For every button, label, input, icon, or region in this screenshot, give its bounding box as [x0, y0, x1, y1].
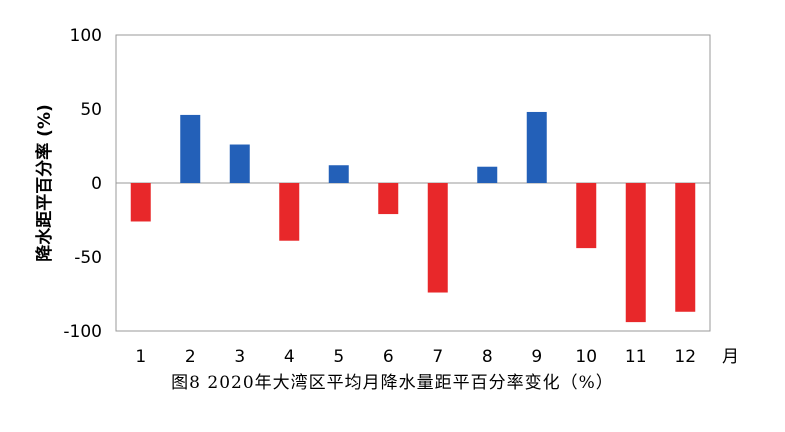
- y-tick-label: 0: [91, 174, 102, 194]
- bar-month-9: [526, 111, 547, 183]
- bar-month-7: [427, 183, 448, 293]
- x-tick-label: 9: [531, 347, 542, 367]
- bar-month-11: [625, 183, 646, 323]
- x-tick-label: 1: [135, 347, 146, 367]
- x-tick-label: 10: [575, 347, 597, 367]
- bar-month-5: [328, 165, 349, 183]
- x-tick-label: 11: [625, 347, 647, 367]
- bar-month-8: [477, 166, 498, 183]
- x-tick-label: 7: [432, 347, 443, 367]
- bar-month-2: [180, 114, 201, 183]
- x-tick-label: 3: [234, 347, 245, 367]
- bar-month-6: [378, 183, 399, 215]
- bar-month-3: [229, 144, 250, 183]
- y-axis-title: 降水距平百分率 (%): [34, 104, 55, 262]
- x-tick-label: 12: [674, 347, 696, 367]
- y-tick-label: 100: [70, 26, 102, 46]
- bars-group: [130, 111, 696, 323]
- bar-month-1: [130, 183, 151, 222]
- bar-month-10: [576, 183, 597, 249]
- y-tick-label: -50: [74, 248, 102, 268]
- x-tick-label: 5: [333, 347, 344, 367]
- y-tick-labels: 100 50 0 -50 -100: [63, 26, 102, 342]
- y-tick-label: -100: [63, 322, 102, 342]
- figure-caption: 图8 2020年大湾区平均月降水量距平百分率变化（%）: [171, 373, 614, 393]
- bar-month-4: [279, 183, 300, 241]
- x-tick-label: 2: [185, 347, 196, 367]
- x-unit-label: 月: [722, 347, 739, 367]
- bar-month-12: [675, 183, 696, 312]
- x-tick-label: 8: [482, 347, 493, 367]
- y-tick-label: 50: [80, 100, 102, 120]
- x-tick-labels: 1 2 3 4 5 6 7 8 9 10 11 12: [135, 347, 696, 367]
- x-tick-label: 4: [284, 347, 295, 367]
- x-tick-label: 6: [383, 347, 394, 367]
